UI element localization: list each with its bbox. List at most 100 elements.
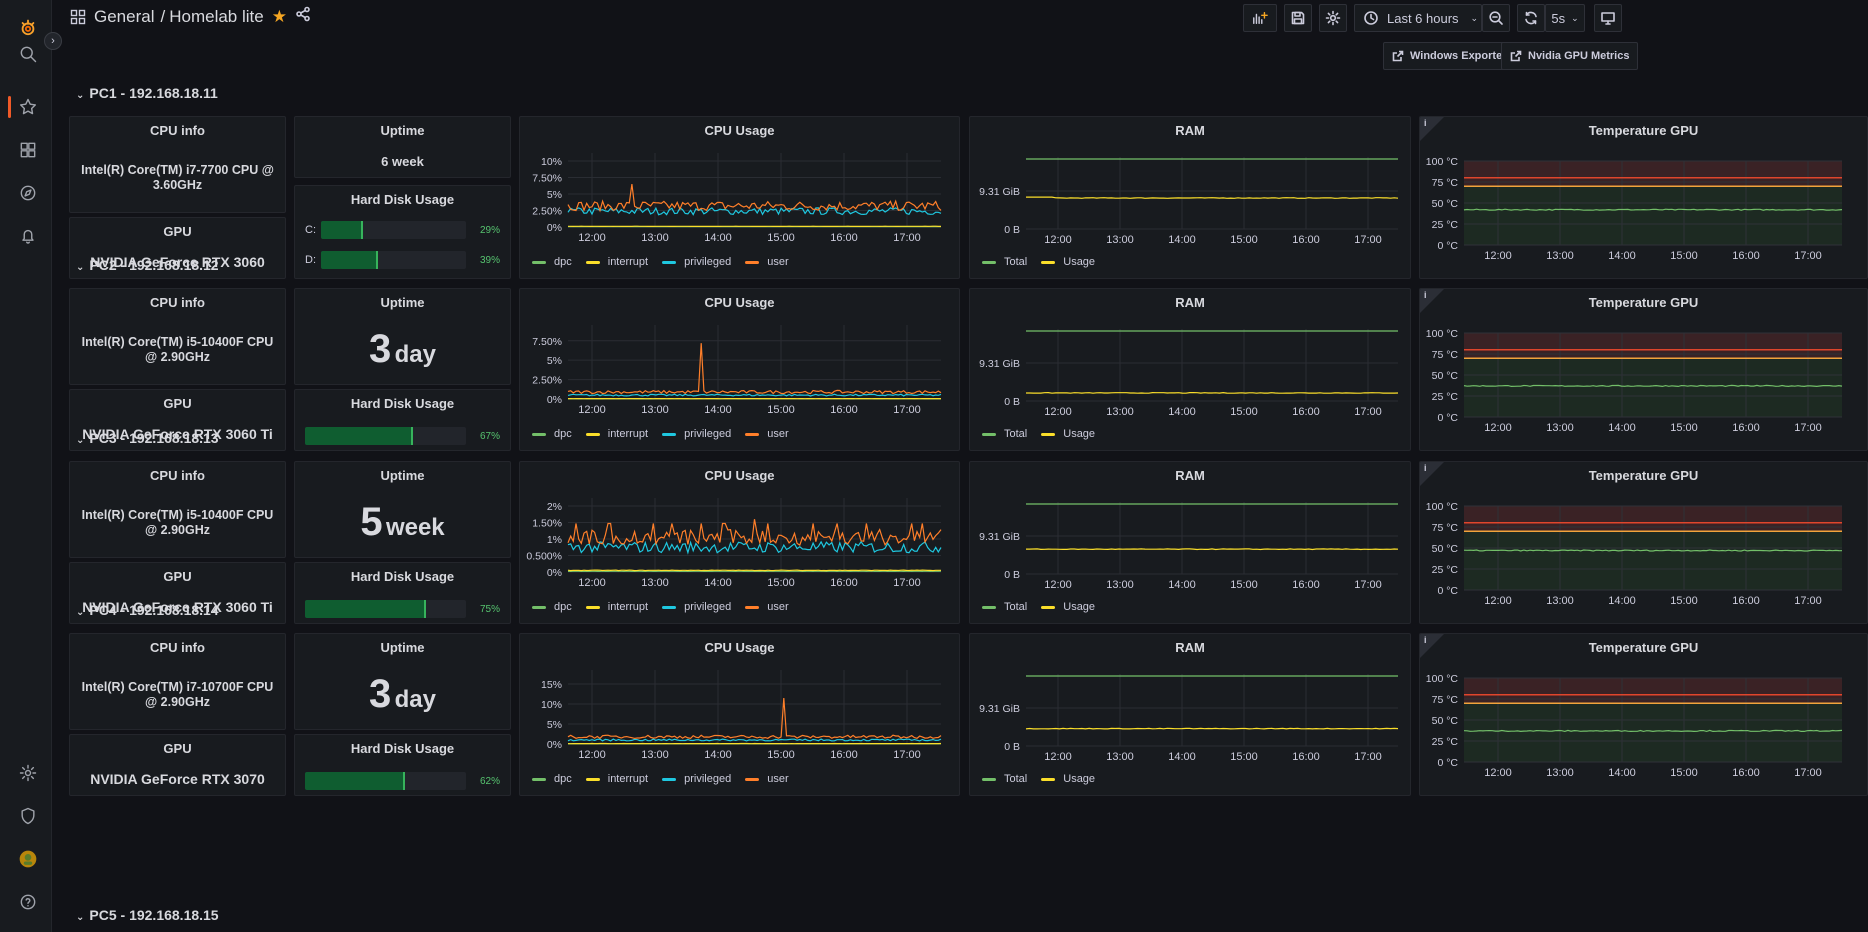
legend-item-privileged[interactable]: privileged: [662, 256, 731, 268]
legend-item-total[interactable]: Total: [982, 256, 1027, 268]
panel-uptime[interactable]: Uptime 6 week: [294, 116, 511, 178]
panel-cpu-usage[interactable]: CPU Usage 15% 10% 5% 0% 12:00 13:00 14:00 15:00 1…: [519, 633, 960, 796]
panel-title: Hard Disk Usage: [350, 569, 455, 584]
panel-temperature-gpu[interactable]: i Temperature GPU 100 °C 75 °C 50 °C 25 °C 0 °…: [1419, 633, 1868, 796]
settings-gear-icon[interactable]: [14, 759, 42, 787]
legend-item-interrupt[interactable]: interrupt: [585, 256, 648, 268]
legend-item-user[interactable]: user: [745, 428, 789, 440]
gpu-model-value: NVIDIA GeForce RTX 3070: [90, 771, 265, 787]
panel-hard-disk-usage[interactable]: Hard Disk Usage 75%: [294, 562, 511, 624]
tv-mode-button[interactable]: [1594, 4, 1622, 32]
help-icon[interactable]: [14, 888, 42, 916]
legend-item-user[interactable]: user: [745, 773, 789, 785]
panel-hard-disk-usage[interactable]: Hard Disk Usage 62%: [294, 734, 511, 796]
dashboard-settings-button[interactable]: [1319, 4, 1347, 32]
nvidia-gpu-metrics-link[interactable]: Nvidia GPU Metrics: [1501, 42, 1639, 70]
refresh-button[interactable]: [1517, 4, 1545, 32]
explore-icon[interactable]: [14, 179, 42, 207]
panel-cpu-info[interactable]: CPU info Intel(R) Core(TM) i5-10400F CPU …: [69, 288, 286, 385]
panel-gpu[interactable]: GPU NVIDIA GeForce RTX 3060 Ti: [69, 389, 286, 451]
panel-cpu-usage[interactable]: CPU Usage 2% 1.50% 1% 0.500% 0% 12:00 13:00 14:0…: [519, 461, 960, 624]
legend-item-dpc[interactable]: dpc: [532, 256, 572, 268]
legend-item-dpc[interactable]: dpc: [532, 428, 572, 440]
panel-uptime[interactable]: Uptime 3 day: [294, 633, 511, 730]
panel-ram[interactable]: RAM 9.31 GiB 0 B 12:00 13:00 14:00 15:00 16:00 1…: [969, 633, 1411, 796]
panel-hard-disk-usage[interactable]: Hard Disk Usage C: 29% D: 39%: [294, 185, 511, 279]
legend-item-total[interactable]: Total: [982, 601, 1027, 613]
panel-uptime[interactable]: Uptime 3 day: [294, 288, 511, 385]
legend-item-usage[interactable]: Usage: [1041, 256, 1095, 268]
legend-item-usage[interactable]: Usage: [1041, 428, 1095, 440]
series-line-user: [567, 184, 942, 213]
dashboard-title[interactable]: Homelab lite: [169, 6, 264, 26]
panel-gpu[interactable]: GPU NVIDIA GeForce RTX 3060 Ti: [69, 562, 286, 624]
chart-legend: Total Usage: [982, 428, 1095, 440]
starred-icon[interactable]: [14, 93, 42, 121]
monitor-icon: [1601, 12, 1615, 25]
uptime-number: 3: [369, 672, 392, 716]
share-icon[interactable]: [295, 6, 311, 27]
panel-gpu[interactable]: GPU NVIDIA GeForce RTX 3060: [69, 217, 286, 279]
panel-cpu-info[interactable]: CPU info Intel(R) Core(TM) i5-10400F CPU …: [69, 461, 286, 558]
legend-item-user[interactable]: user: [745, 256, 789, 268]
row-header[interactable]: ⌄ PC1 - 192.168.18.11: [76, 85, 218, 101]
panel-info-corner[interactable]: [1420, 462, 1444, 486]
legend-swatch: [1041, 260, 1056, 264]
panel-hard-disk-usage[interactable]: Hard Disk Usage 67%: [294, 389, 511, 451]
panel-cpu-info[interactable]: CPU info Intel(R) Core(TM) i7-10700F CPU …: [69, 633, 286, 730]
legend-item-user[interactable]: user: [745, 601, 789, 613]
panel-info-corner[interactable]: [1420, 117, 1444, 141]
panel-info-corner[interactable]: [1420, 289, 1444, 313]
legend-item-dpc[interactable]: dpc: [532, 773, 572, 785]
panel-gpu[interactable]: GPU NVIDIA GeForce RTX 3070: [69, 734, 286, 796]
panel-temperature-gpu[interactable]: i Temperature GPU 100 °C 75 °C 50 °C 25 °C 0 °…: [1419, 288, 1868, 451]
refresh-interval-picker[interactable]: 5s ⌄: [1545, 4, 1585, 32]
grafana-logo-icon[interactable]: [14, 14, 42, 42]
search-icon[interactable]: [14, 40, 42, 68]
x-tick-label: 13:00: [1546, 250, 1574, 262]
dashboards-icon[interactable]: [14, 136, 42, 164]
panel-cpu-usage[interactable]: CPU Usage 7.50% 5% 2.50% 0% 12:00 13:00 14:00 15…: [519, 288, 960, 451]
legend-item-privileged[interactable]: privileged: [662, 428, 731, 440]
add-panel-button[interactable]: [1243, 4, 1277, 32]
time-range-picker[interactable]: Last 6 hours ⌄: [1354, 4, 1482, 32]
legend-label: privileged: [684, 601, 732, 613]
legend-item-privileged[interactable]: privileged: [662, 601, 731, 613]
legend-item-interrupt[interactable]: interrupt: [585, 428, 648, 440]
legend-item-total[interactable]: Total: [982, 773, 1027, 785]
legend-item-dpc[interactable]: dpc: [532, 601, 572, 613]
avatar[interactable]: [14, 845, 42, 873]
shield-icon[interactable]: [14, 802, 42, 830]
panel-temperature-gpu[interactable]: i Temperature GPU 100 °C 75 °C 50 °C 25 °C 0 °…: [1419, 116, 1868, 279]
panel-info-corner[interactable]: [1420, 634, 1444, 658]
row-header[interactable]: ⌄ PC2 - 192.168.18.12: [76, 257, 219, 273]
zoom-out-button[interactable]: [1482, 4, 1510, 32]
cpu-model-value: Intel(R) Core(TM) i7-10700F CPU @ 2.90GH…: [81, 680, 274, 709]
legend-item-interrupt[interactable]: interrupt: [585, 773, 648, 785]
legend-item-usage[interactable]: Usage: [1041, 601, 1095, 613]
alerting-bell-icon[interactable]: [14, 222, 42, 250]
legend-item-total[interactable]: Total: [982, 428, 1027, 440]
legend-swatch: [745, 260, 760, 264]
panel-temperature-gpu[interactable]: i Temperature GPU 100 °C 75 °C 50 °C 25 °C 0 °…: [1419, 461, 1868, 624]
panel-cpu-usage[interactable]: CPU Usage 10% 7.50% 5% 2.50% 0% 12:00 13:00 14:0…: [519, 116, 960, 279]
y-tick-label: 75 °C: [1432, 522, 1459, 534]
panel-ram[interactable]: RAM 9.31 GiB 0 B 12:00 13:00 14:00 15:00 16:00 1…: [969, 288, 1411, 451]
legend-item-usage[interactable]: Usage: [1041, 773, 1095, 785]
panel-ram[interactable]: RAM 9.31 GiB 0 B 12:00 13:00 14:00 15:00 16:00 1…: [969, 116, 1411, 279]
breadcrumb-folder[interactable]: General: [94, 6, 155, 26]
legend-swatch: [662, 432, 677, 436]
row-header[interactable]: ⌄ PC3 - 192.168.18.13: [76, 430, 219, 446]
row-header[interactable]: ⌄ PC5 - 192.168.18.15: [76, 907, 219, 923]
panel-ram[interactable]: RAM 9.31 GiB 0 B 12:00 13:00 14:00 15:00 16:00 1…: [969, 461, 1411, 624]
legend-item-privileged[interactable]: privileged: [662, 773, 731, 785]
legend-item-interrupt[interactable]: interrupt: [585, 601, 648, 613]
favorite-star-icon[interactable]: ★: [271, 6, 287, 26]
panel-cpu-info[interactable]: CPU info Intel(R) Core(TM) i7-7700 CPU @ …: [69, 116, 286, 213]
x-tick-label: 15:00: [767, 749, 795, 761]
panel-uptime[interactable]: Uptime 5 week: [294, 461, 511, 558]
row-header[interactable]: ⌄ PC4 - 192.168.18.14: [76, 602, 219, 618]
windows-exporter-link[interactable]: Windows Exporter: [1383, 42, 1516, 70]
save-dashboard-button[interactable]: [1284, 4, 1312, 32]
expand-sidebar-button[interactable]: ›: [44, 32, 62, 50]
